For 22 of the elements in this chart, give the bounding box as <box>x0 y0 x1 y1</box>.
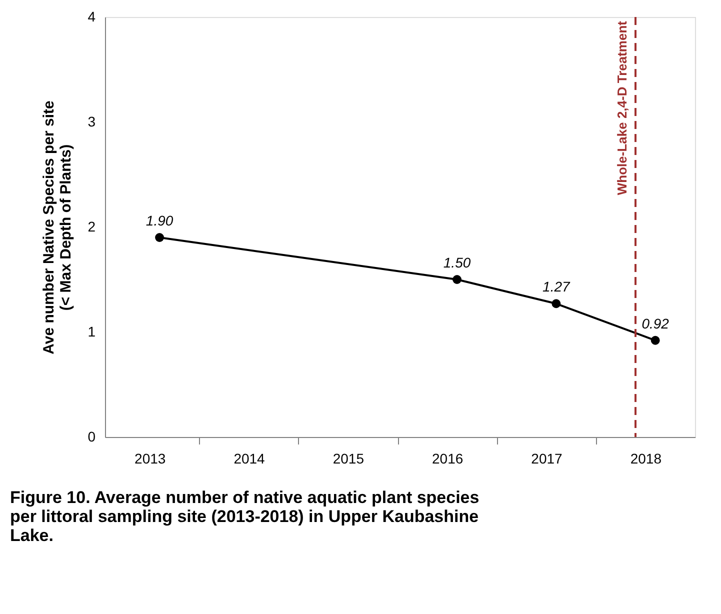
text: 0.92 <box>642 315 669 332</box>
point <box>155 233 164 242</box>
point <box>452 275 462 284</box>
y-tick-label: 0 <box>88 428 96 444</box>
point <box>650 336 660 345</box>
caption: Figure 10. Average number of native aquatic plant species per littoral sampling site (2013-2018) in Upper Kaubashine Lake. <box>10 488 480 545</box>
x-tick-label: 2015 <box>332 450 364 466</box>
x-tick-label: 2013 <box>134 450 166 466</box>
x-tick-label: 2014 <box>234 450 266 466</box>
y-axis-title: Ave number Native Species per site (< Max Depth of Plants) <box>40 100 75 354</box>
x-tick-label: 2017 <box>531 450 563 466</box>
ref-line-label: Whole-Lake 2,4-D Treatment <box>614 20 630 196</box>
y-tick-label: 3 <box>88 114 96 130</box>
text: 1.90 <box>146 212 174 228</box>
text: 1.50 <box>443 254 471 270</box>
x-tick-label: 2018 <box>630 450 662 466</box>
text: 1.27 <box>542 278 570 295</box>
x-tick-label: 2016 <box>432 450 464 466</box>
y-tick-label: 1 <box>88 324 96 340</box>
y-tick-label: 4 <box>88 8 96 24</box>
y-tick-label: 2 <box>88 218 96 234</box>
point <box>552 299 561 308</box>
